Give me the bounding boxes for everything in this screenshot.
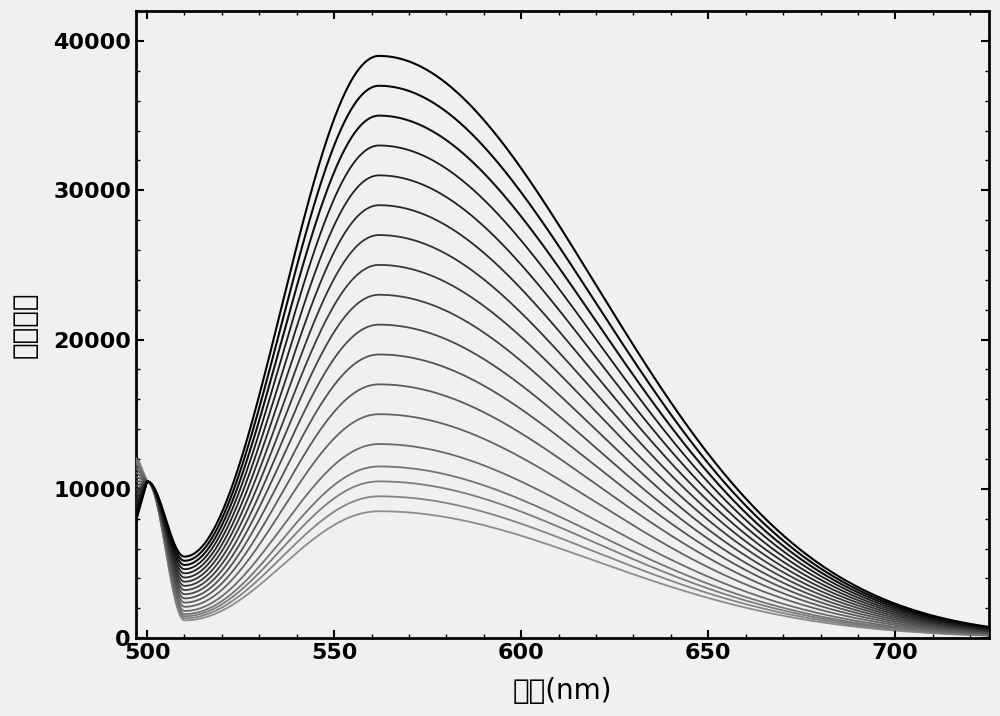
X-axis label: 波长(nm): 波长(nm) [513,677,612,705]
Y-axis label: 荧光强度: 荧光强度 [11,291,39,358]
